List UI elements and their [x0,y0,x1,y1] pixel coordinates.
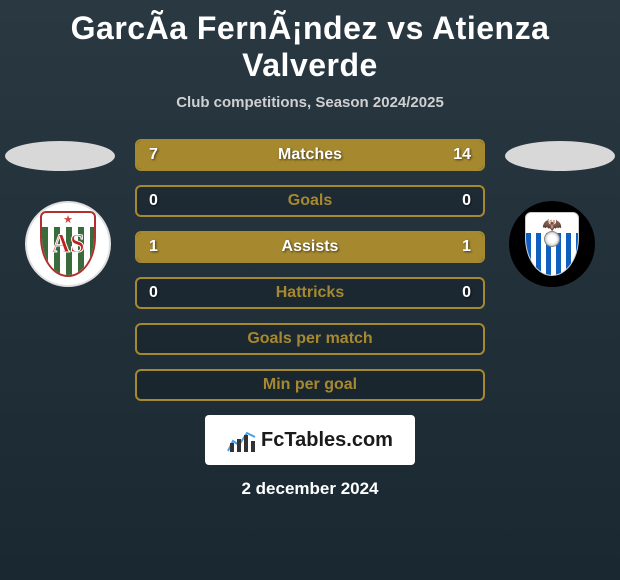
stat-row: Goals per match [135,323,485,355]
stat-label: Goals [288,192,332,210]
stat-value-right: 0 [462,192,471,210]
comparison-date: 2 december 2024 [0,479,620,499]
season-subtitle: Club competitions, Season 2024/2025 [0,94,620,111]
stats-list: 7 14 Matches 0 0 Goals 1 1 Assists 0 0 Hattricks Goa… [135,131,485,401]
comparison-panel: AS 🦇 7 14 Matches 0 0 Goals 1 1 Assists 0 0 Hattric… [0,131,620,499]
stat-value-left: 1 [149,238,158,256]
stat-value-left: 0 [149,192,158,210]
club-logo-right: 🦇 [509,201,595,287]
club-shield-left-icon: AS [40,211,96,277]
club-shield-right-icon: 🦇 [525,212,579,276]
stat-row: 0 0 Goals [135,185,485,217]
stat-row: Min per goal [135,369,485,401]
player-photo-placeholder-right [505,141,615,171]
stat-label: Hattricks [276,284,344,302]
stat-row: 0 0 Hattricks [135,277,485,309]
fctables-brand-text: FcTables.com [261,429,393,452]
club-logo-left: AS [25,201,111,287]
stat-value-right: 14 [453,146,471,164]
stat-value-left: 0 [149,284,158,302]
stat-label: Matches [278,146,342,164]
player-photo-placeholder-left [5,141,115,171]
stat-label: Goals per match [247,330,372,348]
stat-label: Min per goal [263,376,357,394]
page-title: GarcÃ­a FernÃ¡ndez vs Atienza Valverde [0,0,620,84]
stat-row: 7 14 Matches [135,139,485,171]
stat-label: Assists [282,238,339,256]
fctables-logo: FcTables.com [205,415,415,465]
stat-value-right: 0 [462,284,471,302]
stat-value-left: 7 [149,146,158,164]
stat-value-right: 1 [462,238,471,256]
stat-row: 1 1 Assists [135,231,485,263]
fctables-chart-icon [227,427,257,453]
